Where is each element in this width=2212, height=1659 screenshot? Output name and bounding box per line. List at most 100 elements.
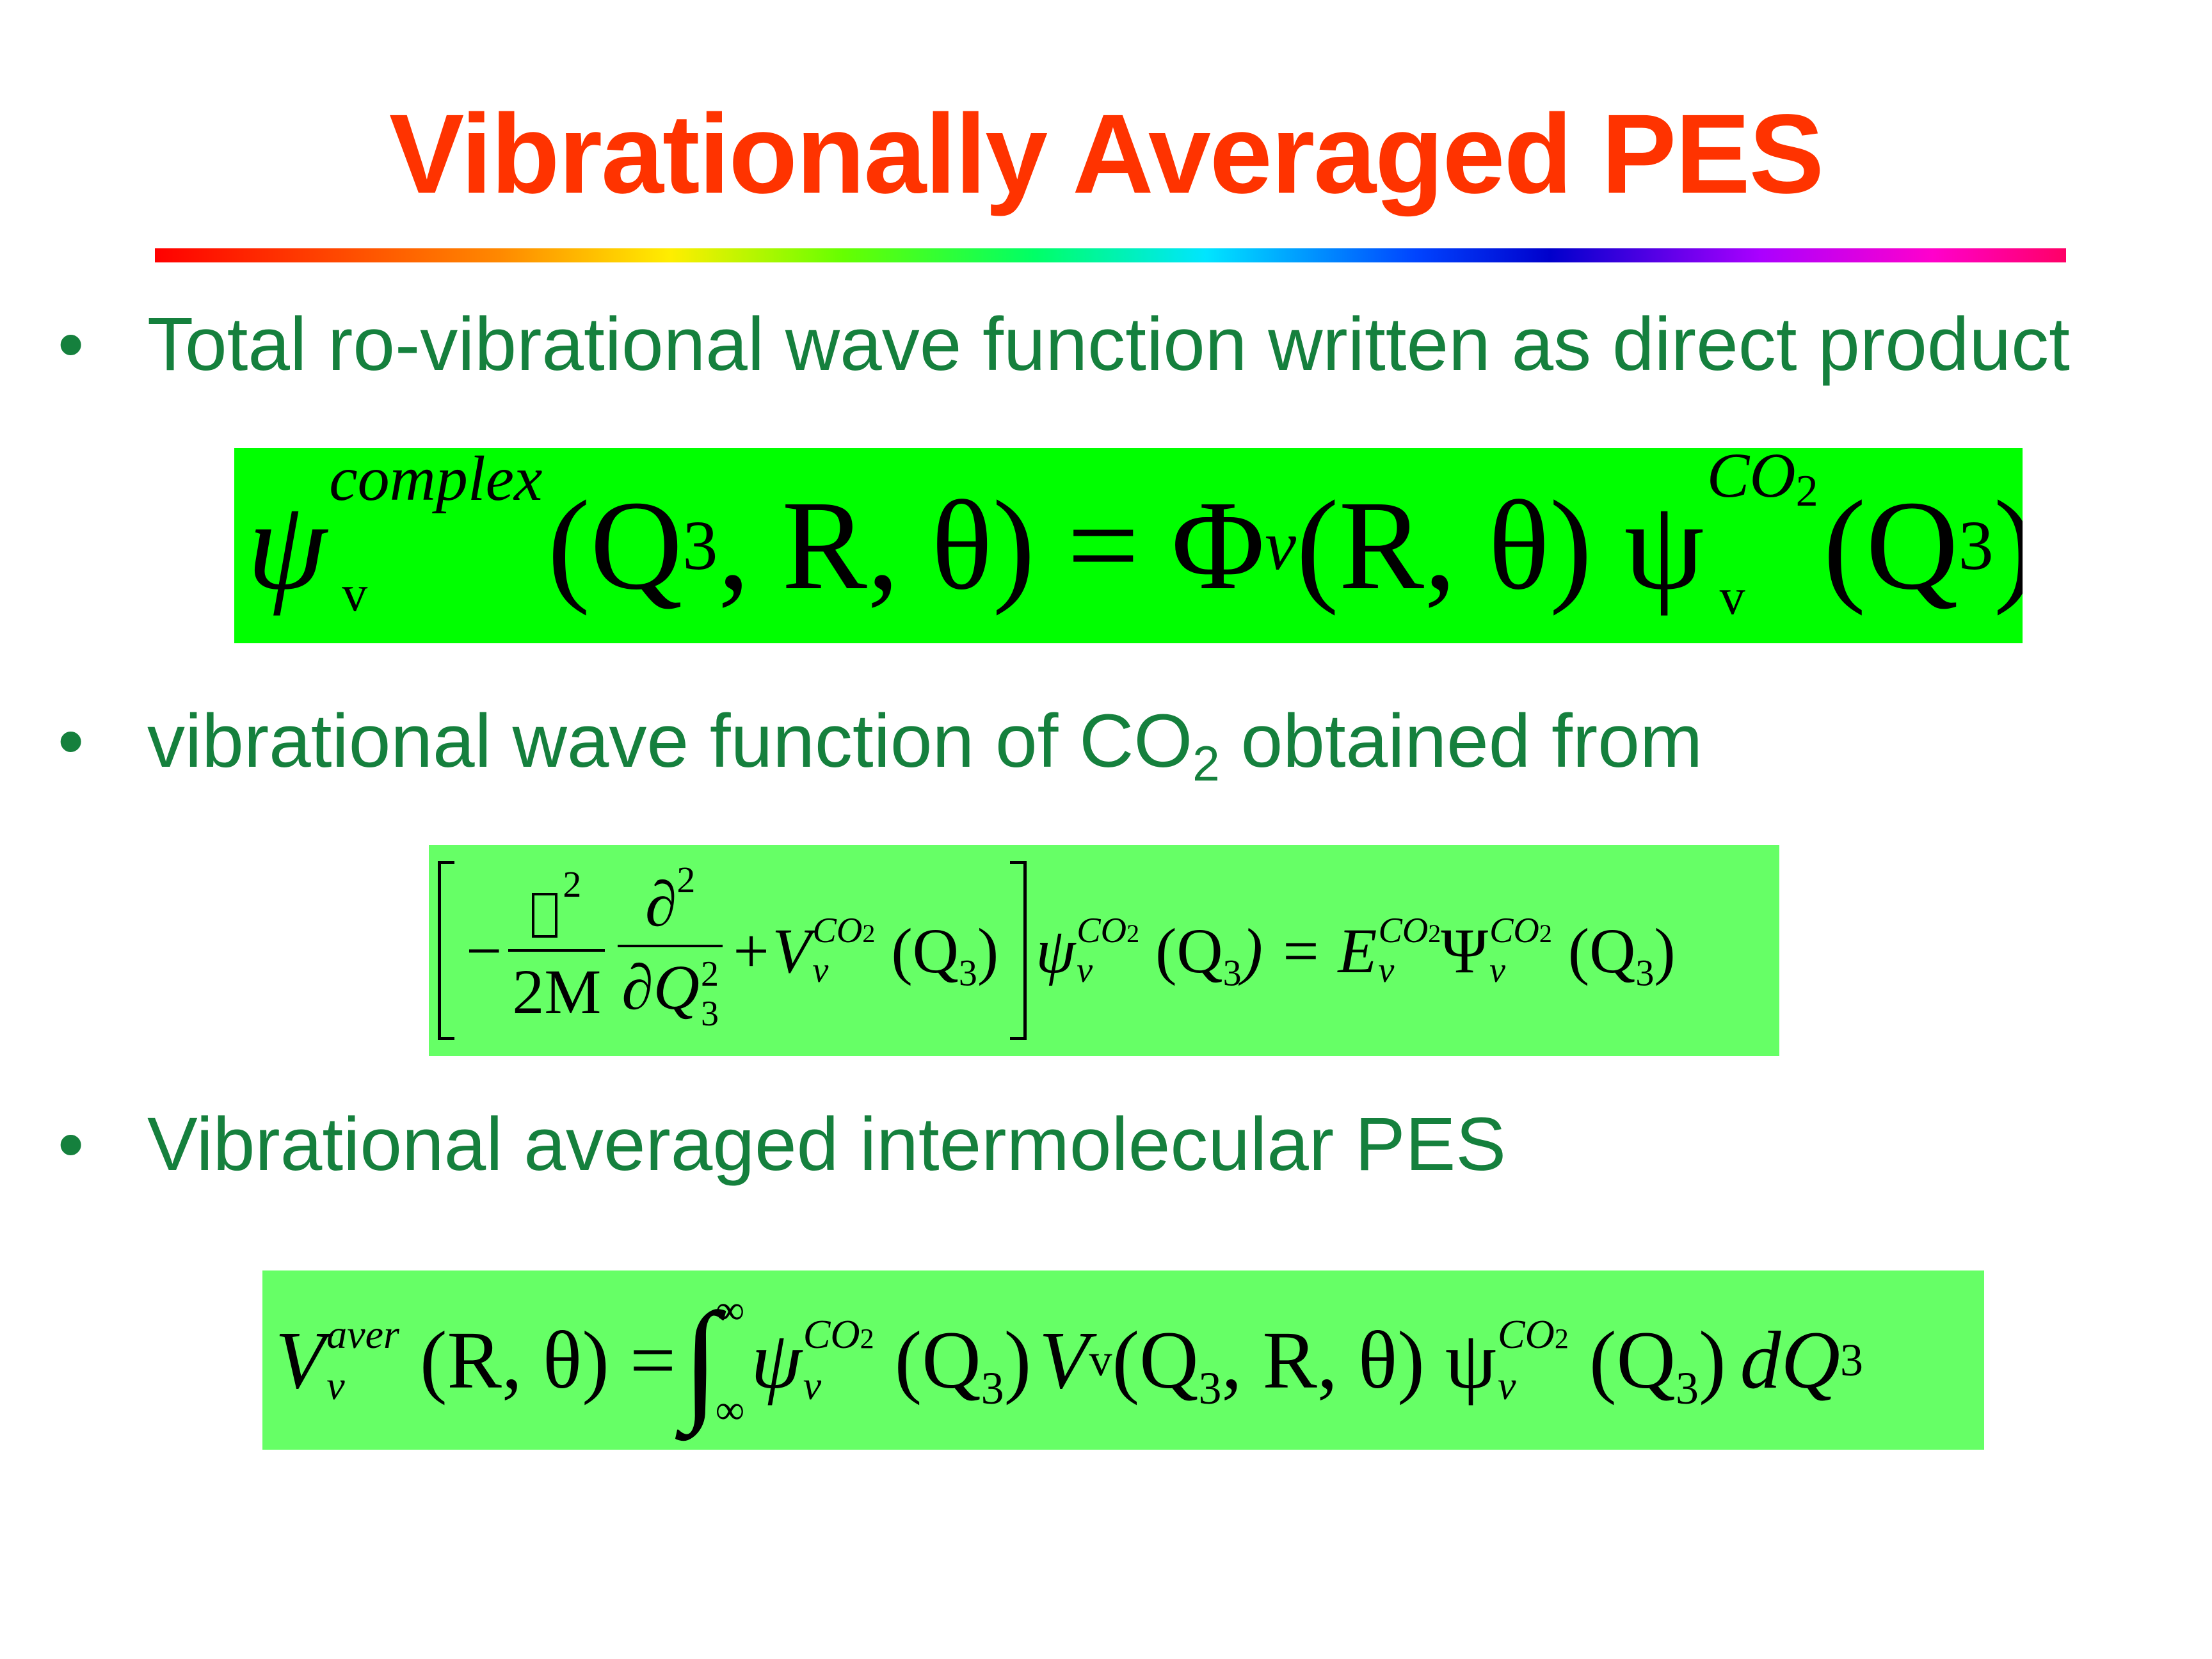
bullet-2: • vibrational wave function of CO2 obtain… — [58, 698, 1703, 789]
eq3-q1: (Q3) — [874, 1313, 1032, 1411]
eq2-frac2-bar — [618, 944, 723, 947]
eq2-E-sup: CO2 — [1379, 913, 1441, 949]
eq1-args-sub: 3 — [682, 506, 718, 584]
bullet-2-subscript: 2 — [1192, 737, 1220, 792]
bullet-3-text: Vibrational averaged intermolecular PES — [147, 1102, 1507, 1187]
eq3-q1-open: (Q — [894, 1314, 981, 1406]
eq2-dQ-sub: 3 — [700, 994, 719, 1034]
eq2-psi: ψ — [1036, 915, 1076, 986]
eq2-Psi-sub: v — [1489, 950, 1505, 990]
eq3-V2: V — [1039, 1314, 1089, 1406]
eq3-V-sub: v — [326, 1363, 345, 1408]
eq2-dQ-sup: 2 — [700, 954, 719, 995]
integral-sign: ∫ — [682, 1286, 719, 1434]
bullet-dot: • — [58, 1102, 84, 1187]
eq3-psi1-sup: CO2 — [803, 1314, 874, 1355]
eq2-Psi-sup: CO2 — [1489, 913, 1552, 949]
eq2-psi-scripts: CO2 v — [1077, 913, 1139, 988]
eq1-psi2-scripts: CO2 v — [1707, 448, 1818, 625]
bullet-2-text: vibrational wave function of CO2 obtaine… — [147, 698, 1703, 789]
bullet-dot: • — [58, 302, 84, 387]
slide-title: Vibrationally Averaged PES — [389, 92, 1824, 217]
eq3-psi2-sub: v — [1497, 1363, 1516, 1408]
eq2-psi-sup-co-sub: 2 — [1126, 919, 1140, 948]
eq2-E-sup-co-sub: 2 — [1428, 919, 1441, 948]
eq2-plus-V: +V — [728, 915, 812, 986]
bullet-2-text-before: vibrational wave function of CO — [147, 699, 1193, 783]
eq3-V-scripts: aver v — [326, 1314, 399, 1406]
eq3-q3-close: ) — [1698, 1314, 1726, 1406]
eq2-arg1-close: ) — [977, 915, 999, 986]
eq1-psi: ψ — [247, 475, 327, 616]
eq2-dQ: ∂Q — [621, 951, 700, 1023]
eq3-int-lower: ∞ — [715, 1387, 745, 1432]
eq1-last-close: ) — [1994, 472, 2023, 619]
eq3-psi2-sup-co: CO — [1497, 1311, 1555, 1357]
eq3-q1-close: ) — [1004, 1314, 1032, 1406]
eq1-psi-scripts: complex v — [329, 448, 542, 622]
eq3-q2: (Q3, R, θ) ψ — [1112, 1313, 1496, 1411]
eq2-arg2-open: (Q — [1155, 915, 1223, 986]
eq3-integral-limits: ∞ ∞ — [716, 1286, 745, 1434]
eq1-co2-sup: CO2 — [1707, 448, 1818, 514]
eq3-args-text: (R, θ) = — [419, 1314, 677, 1406]
eq3-psi2-sup: CO2 — [1498, 1314, 1569, 1355]
equation-co2-schrodinger: − 2 2M ∂2 ∂Q 2 3 +V CO2 v (Q3) ψ CO2 v (Q3) … — [429, 845, 1779, 1056]
eq3-q3: (Q3) — [1569, 1313, 1726, 1411]
eq2-frac2-num: ∂2 — [641, 861, 699, 940]
eq3-psi1: ψ — [751, 1314, 802, 1406]
eq2-V-sup-co-sub: 2 — [862, 919, 876, 948]
eq3-args: (R, θ) = — [399, 1313, 676, 1407]
eq2-frac1-bar — [508, 949, 605, 952]
eq1-args-left: (Q — [547, 475, 683, 616]
eq1-sup-complex: complex — [329, 448, 543, 514]
eq2-partial: ∂ — [645, 868, 677, 940]
eq3-V-sup: aver — [326, 1311, 399, 1357]
bullet-1-text: Total ro-vibrational wave function writt… — [147, 302, 2070, 387]
eq2-arg1-open: (Q — [891, 915, 959, 986]
eq1-phi-args: (R, θ) ψ — [1296, 475, 1704, 616]
eq2-frac2-den: ∂Q 2 3 — [618, 952, 723, 1032]
eq2-arg3-sub: 3 — [1635, 951, 1655, 993]
eq3-mid-args: , R, θ) ψ — [1221, 1314, 1496, 1406]
eq1-args-rest: , R, θ) = Φ — [717, 475, 1265, 616]
eq2-arg3: (Q3) — [1552, 914, 1676, 991]
eq1-phi-sub: v — [1265, 506, 1297, 584]
eq3-q3-sub: 3 — [1675, 1362, 1699, 1414]
eq2-eq-E: ) = E — [1241, 915, 1377, 986]
eq3-psi1-sup-co-sub: 2 — [860, 1323, 874, 1354]
bullet-3: • Vibrational averaged intermolecular PES — [58, 1101, 1506, 1188]
eq2-psi-sup-co: CO — [1077, 911, 1127, 950]
eq1-sub-v: v — [342, 565, 368, 622]
bullet-dot: • — [58, 699, 84, 783]
eq1-co2-sup-text: CO — [1706, 448, 1796, 511]
eq2-frac2-num-sup: 2 — [677, 858, 696, 901]
eq1-last-args: (Q — [1823, 475, 1959, 616]
eq2-E-sub: v — [1378, 950, 1395, 990]
eq3-psi1-scripts: CO2 v — [803, 1314, 874, 1406]
eq2-minus: − — [466, 915, 502, 986]
eq2-arg1: (Q3) — [875, 914, 999, 991]
eq2-Psi-sup-co-sub: 2 — [1539, 919, 1552, 948]
hbar-glyph-box — [532, 893, 558, 938]
eq2-V-sup-co: CO — [812, 911, 863, 950]
eq1-psi2-sub: v — [1719, 568, 1745, 625]
bullet-2-text-after: obtained from — [1219, 699, 1703, 783]
eq3-q2-open: (Q — [1112, 1314, 1199, 1406]
eq2-psi-sup: CO2 — [1077, 913, 1139, 949]
eq3-q3-open: (Q — [1589, 1314, 1676, 1406]
eq3-q2-sub: 3 — [1198, 1362, 1222, 1414]
eq3-psi1-sup-co: CO — [803, 1311, 860, 1357]
eq2-Psi-scripts: CO2 v — [1489, 913, 1552, 988]
eq2-frac1-num-sup: 2 — [563, 863, 582, 905]
eq2-arg2: (Q3 — [1139, 914, 1242, 991]
eq2-arg1-sub: 3 — [958, 951, 977, 993]
eq2-frac-derivative: ∂2 ∂Q 2 3 — [618, 861, 723, 1032]
eq3-psi1-sub: v — [803, 1363, 822, 1408]
bullet-1: • Total ro-vibrational wave function writ… — [58, 301, 2070, 388]
eq3-V: V — [275, 1314, 326, 1406]
eq2-left-bracket — [438, 861, 454, 1040]
